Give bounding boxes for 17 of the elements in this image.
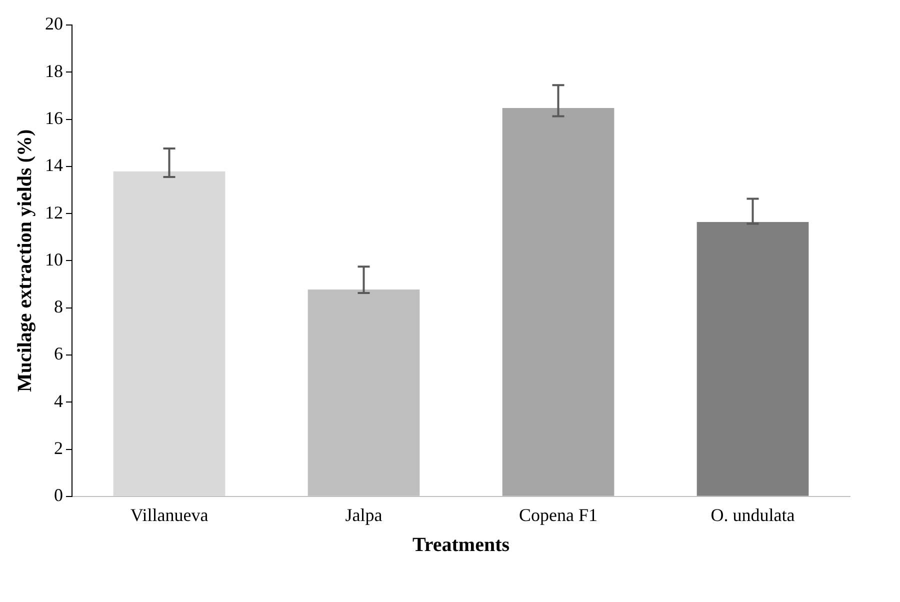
x-tick-label: O. undulata bbox=[710, 504, 795, 525]
y-tick-label: 14 bbox=[45, 155, 63, 176]
y-tick-label: 0 bbox=[54, 485, 63, 506]
y-tick-label: 10 bbox=[45, 249, 63, 270]
y-tick-label: 18 bbox=[45, 60, 63, 81]
x-tick-label: Copena F1 bbox=[519, 504, 598, 525]
x-tick-label: Villanueva bbox=[130, 504, 208, 525]
y-tick-label: 8 bbox=[54, 296, 63, 317]
x-tick-label: Jalpa bbox=[345, 504, 382, 525]
y-axis-title: Mucilage extraction yields (%) bbox=[14, 129, 36, 392]
y-tick-label: 6 bbox=[54, 344, 63, 364]
y-tick-label: 2 bbox=[54, 438, 63, 458]
y-tick-label: 16 bbox=[45, 108, 63, 128]
y-tick-label: 12 bbox=[45, 202, 63, 222]
y-tick-label: 4 bbox=[54, 390, 63, 411]
y-tick-label: 20 bbox=[45, 14, 63, 34]
x-axis-title: Treatments bbox=[412, 534, 510, 556]
